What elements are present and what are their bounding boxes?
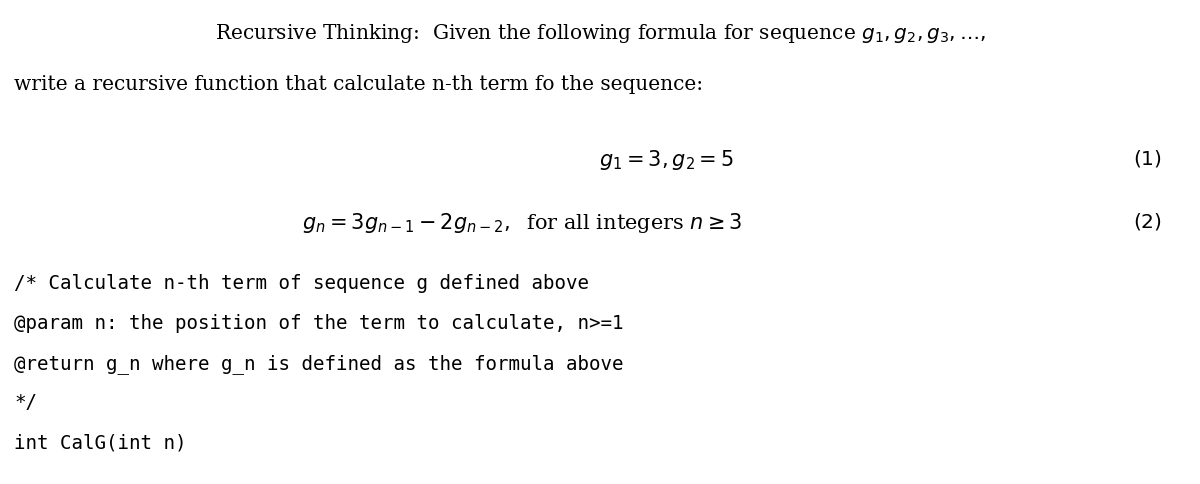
Text: int CalG(int n): int CalG(int n) bbox=[14, 432, 187, 451]
Text: */: */ bbox=[14, 393, 37, 411]
Text: /* Calculate n-th term of sequence g defined above: /* Calculate n-th term of sequence g def… bbox=[14, 273, 589, 292]
Text: @param n: the position of the term to calculate, n>=1: @param n: the position of the term to ca… bbox=[14, 313, 624, 332]
Text: $g_n = 3g_{n-1} - 2g_{n-2},\;$ for all integers $n \geq 3$: $g_n = 3g_{n-1} - 2g_{n-2},\;$ for all i… bbox=[302, 211, 742, 234]
Text: write a recursive function that calculate n-th term fo the sequence:: write a recursive function that calculat… bbox=[14, 75, 703, 94]
Text: $(1)$: $(1)$ bbox=[1133, 148, 1162, 168]
Text: $g_1 = 3, g_2 = 5$: $g_1 = 3, g_2 = 5$ bbox=[599, 148, 733, 171]
Text: Recursive Thinking:  Given the following formula for sequence $g_1, g_2, g_3, \l: Recursive Thinking: Given the following … bbox=[215, 22, 985, 45]
Text: $(2)$: $(2)$ bbox=[1133, 211, 1162, 231]
Text: @return g_n where g_n is defined as the formula above: @return g_n where g_n is defined as the … bbox=[14, 353, 624, 373]
